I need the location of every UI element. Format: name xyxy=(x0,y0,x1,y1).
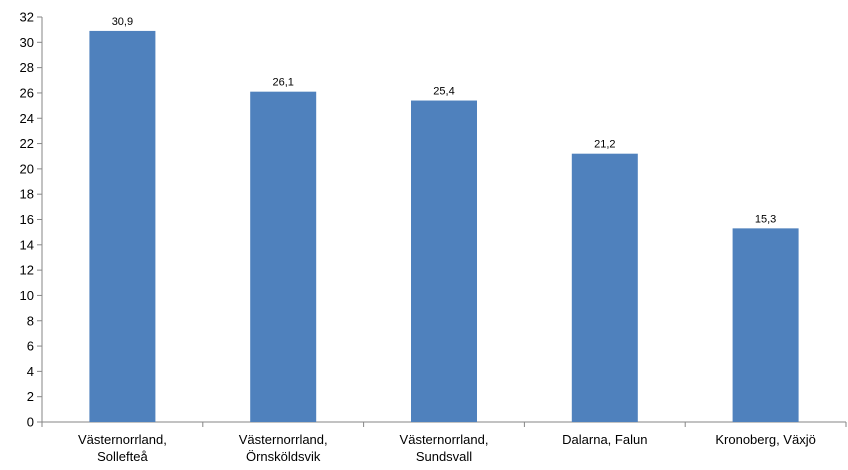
data-label: 15,3 xyxy=(755,213,776,225)
y-tick-label: 8 xyxy=(27,313,34,328)
x-category-label: Dalarna, Falun xyxy=(562,432,647,447)
y-tick-label: 0 xyxy=(27,415,34,430)
data-label: 26,1 xyxy=(272,77,293,89)
category-labels: Västernorrland, Sollefteå Västernorrland, Ö… xyxy=(78,432,816,464)
x-category-label: Västernorrland, Sundsvall xyxy=(400,432,489,464)
y-tick-label: 12 xyxy=(20,263,34,278)
bar xyxy=(571,153,638,422)
data-labels: 30,9 26,1 25,4 21,2 15,3 xyxy=(112,16,777,225)
y-tick-label: 22 xyxy=(20,136,34,151)
y-tick-label: 20 xyxy=(20,161,34,176)
y-tick-label: 16 xyxy=(20,212,34,227)
bars xyxy=(89,30,799,422)
y-tick-label: 10 xyxy=(20,288,34,303)
bar xyxy=(732,228,799,422)
y-tick-label: 2 xyxy=(27,389,34,404)
data-label: 25,4 xyxy=(433,86,454,98)
y-tick-label: 28 xyxy=(20,60,34,75)
x-category-label: Kronoberg, Växjö xyxy=(715,432,815,447)
y-tick-label: 32 xyxy=(20,10,34,25)
y-tick-label: 6 xyxy=(27,339,34,354)
bar xyxy=(411,100,477,422)
y-tick-label: 24 xyxy=(20,111,34,126)
data-label: 21,2 xyxy=(594,139,615,151)
bar xyxy=(250,91,317,422)
y-tick-label: 30 xyxy=(20,35,34,50)
x-category-label: Västernorrland, Sollefteå xyxy=(78,432,167,464)
x-axis xyxy=(41,421,847,427)
y-tick-label: 26 xyxy=(20,85,34,100)
bar xyxy=(89,30,156,422)
y-tick-label: 4 xyxy=(27,364,34,379)
data-label: 30,9 xyxy=(112,16,133,28)
y-tick-label: 14 xyxy=(20,237,34,252)
y-tick-label: 18 xyxy=(20,187,34,202)
x-category-label: Västernorrland, Örnsköldsvik xyxy=(239,432,328,464)
